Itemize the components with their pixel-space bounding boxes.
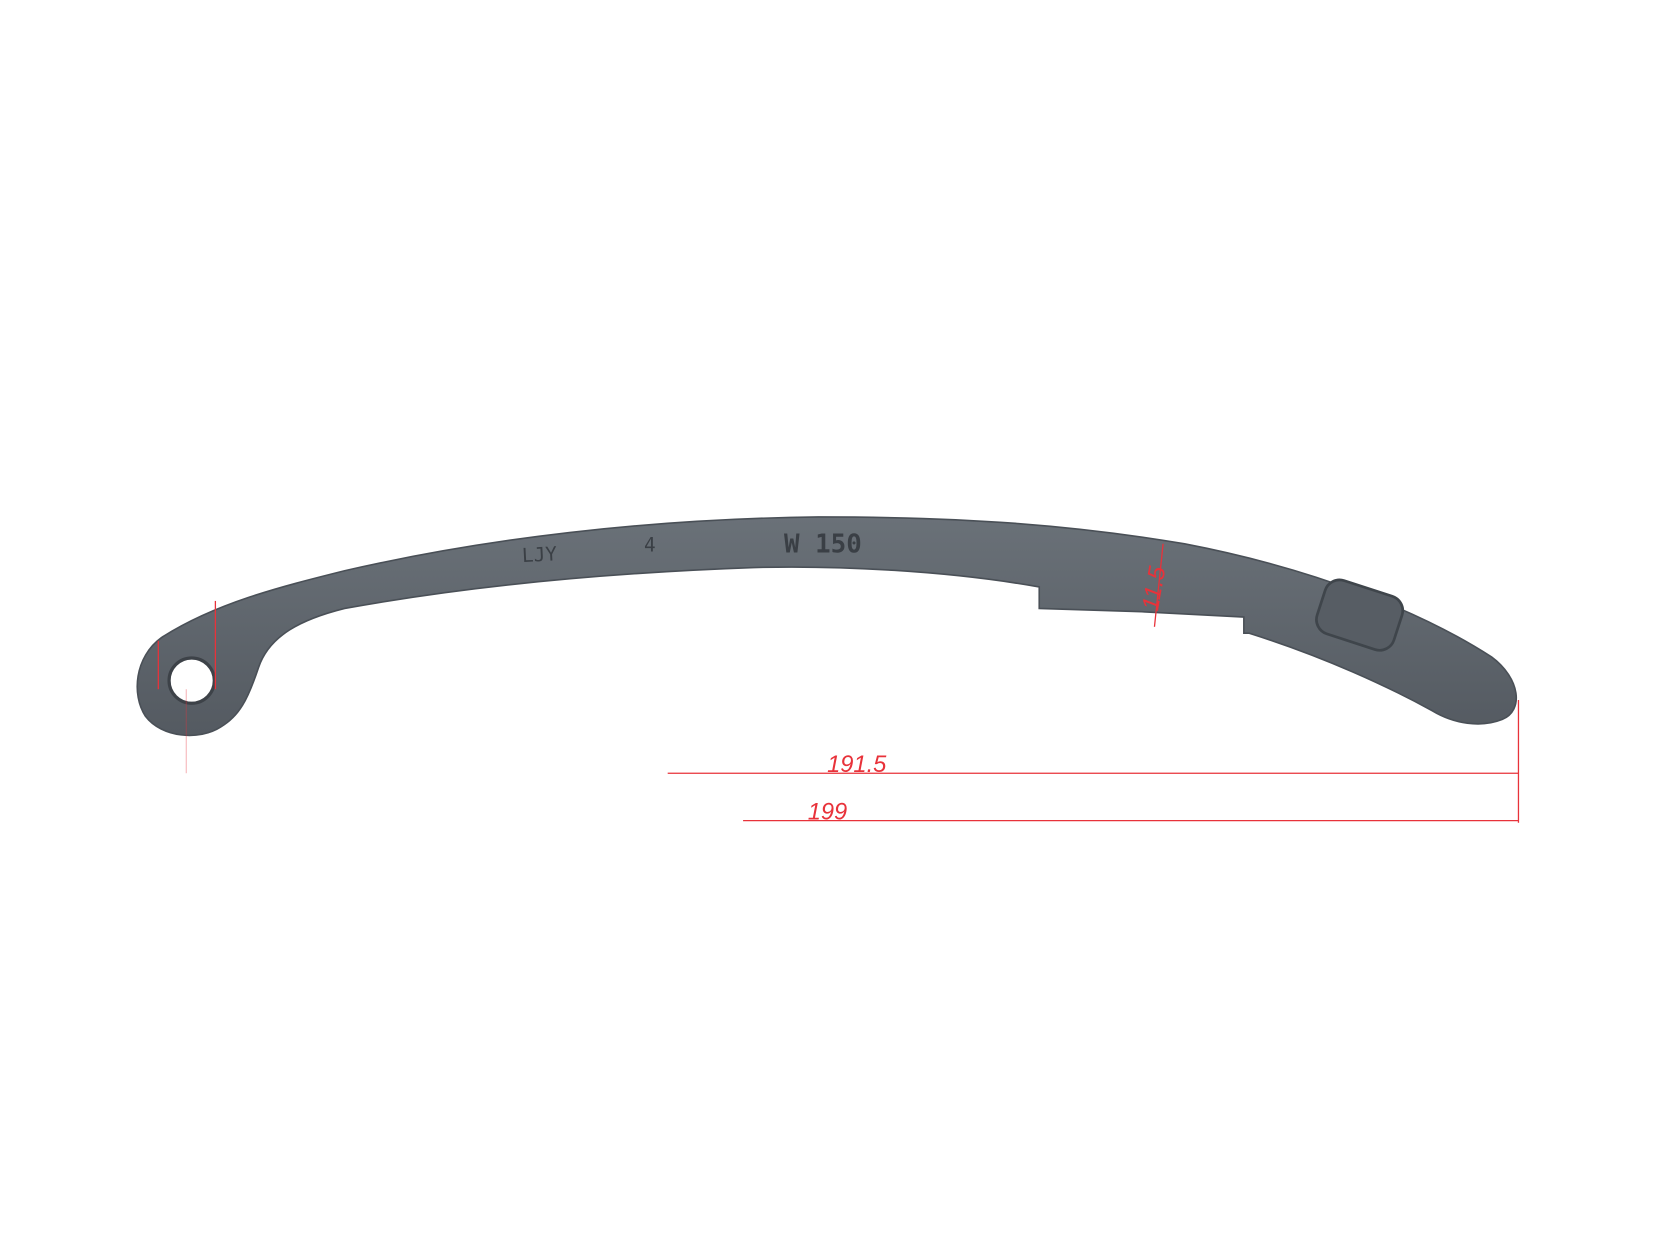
emboss-mid: 4: [644, 533, 656, 556]
dim-line-thickness: [1153, 543, 1164, 627]
chain-guide-body: [136, 516, 1518, 737]
emboss-right: W 150: [784, 529, 862, 559]
dimension-annotations: [157, 543, 1520, 823]
chain-guide-part: LJY 4 W 150: [136, 516, 1518, 737]
emboss-left: LJY: [521, 542, 557, 567]
mounting-hole: [167, 656, 216, 705]
wear-pad-slot: [1315, 578, 1405, 652]
dim-label-overall-length: 199: [808, 800, 848, 826]
dim-label-inner-length: 191.5: [827, 752, 887, 778]
